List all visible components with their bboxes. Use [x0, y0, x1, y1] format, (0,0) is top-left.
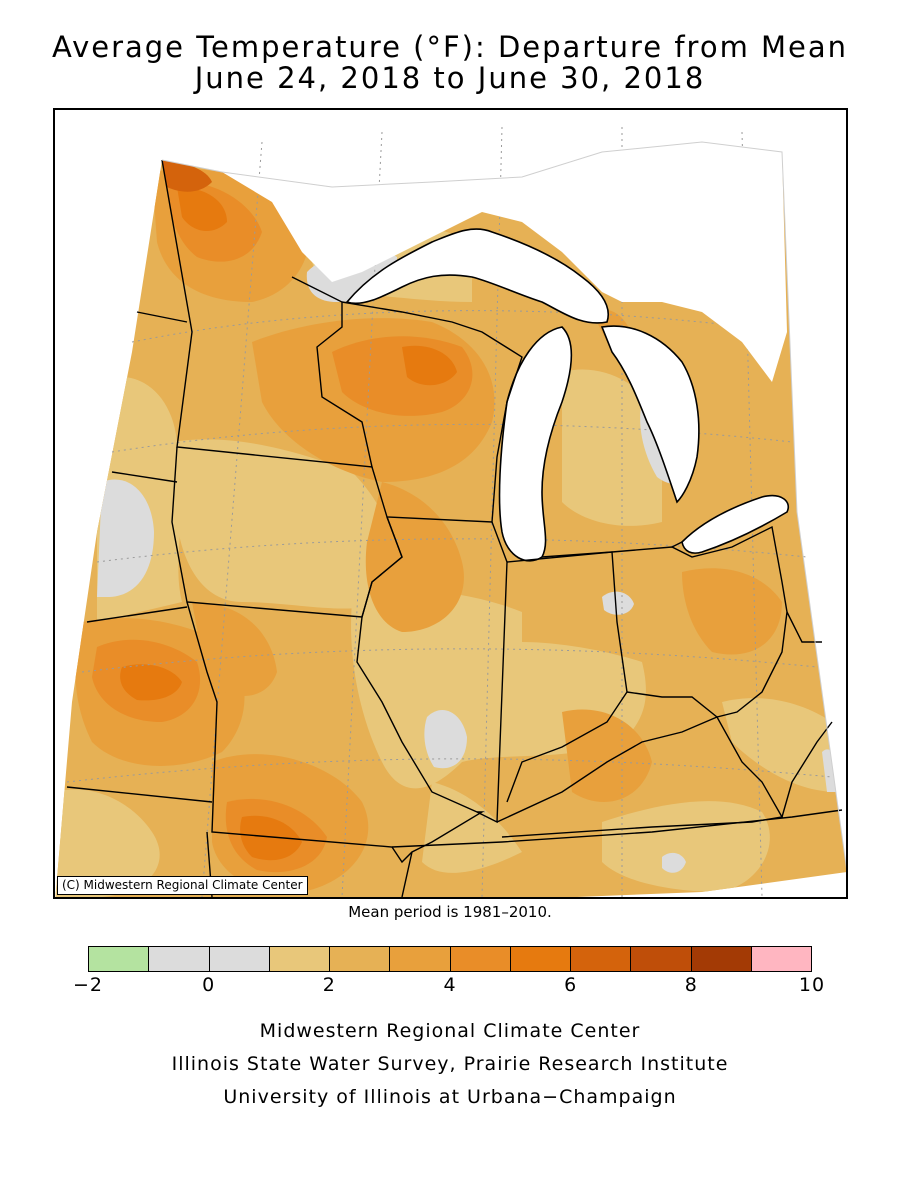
- legend-swatch: [89, 947, 149, 971]
- canada-land-mask: [222, 142, 787, 382]
- legend-tick-label: 4: [443, 974, 457, 996]
- border-indiana: [506, 551, 628, 803]
- border-plains: [66, 606, 213, 803]
- footer-org: Midwestern Regional Climate Center: [259, 1020, 641, 1042]
- legend-swatch: [268, 947, 329, 971]
- legend-swatch: [449, 947, 510, 971]
- border-minnesota: [161, 159, 373, 468]
- mean-period-note: Mean period is 1981–2010.: [348, 903, 552, 921]
- lake-huron: [600, 325, 700, 504]
- border-south: [391, 809, 843, 848]
- map-title: Average Temperature (°F): Departure from…: [51, 30, 849, 64]
- legend-swatch: [509, 947, 570, 971]
- border-michigan: [541, 541, 683, 558]
- anomaly-field-1-2: [422, 782, 522, 873]
- legend-swatch: [750, 947, 811, 971]
- legend-swatch: [630, 947, 691, 971]
- legend-swatch: [329, 947, 390, 971]
- region-outline: [161, 141, 846, 869]
- legend-swatch: [208, 947, 269, 971]
- legend-tick-label: 10: [798, 974, 826, 996]
- legend-tick-label: 2: [322, 974, 336, 996]
- anomaly-field-1-2: [562, 369, 662, 526]
- anomaly-field-1-2: [722, 698, 837, 792]
- anomaly-field-6-7: [162, 160, 212, 192]
- border-wisconsin: [341, 301, 523, 523]
- anomaly-field-5-6: [177, 187, 227, 232]
- lake-erie: [681, 494, 789, 554]
- state-boundaries: [66, 159, 843, 897]
- legend-tick-labels: −2 0 2 4 6 8 10: [0, 972, 900, 1002]
- border-missouri: [186, 601, 485, 864]
- copyright-label: (C) Midwestern Regional Climate Center: [57, 876, 308, 895]
- anomaly-field-near-normal: [97, 479, 154, 597]
- anomaly-field-3-4: [192, 602, 277, 696]
- lake-superior: [345, 228, 609, 324]
- temperature-anomaly-map: [55, 126, 846, 897]
- anomaly-field-5-6: [120, 664, 182, 701]
- color-legend: [88, 946, 812, 972]
- legend-swatch: [148, 947, 209, 971]
- anomaly-field-5-6: [402, 345, 457, 386]
- legend-tick-label: 0: [202, 974, 216, 996]
- map-date-range: June 24, 2018 to June 30, 2018: [194, 61, 706, 95]
- anomaly-field-5-6: [240, 815, 302, 861]
- anomaly-field-near-normal: [662, 852, 686, 873]
- anomaly-field-near-normal: [602, 591, 634, 615]
- anomaly-field-1-2: [55, 789, 160, 897]
- map-panel: (C) Midwestern Regional Climate Center: [53, 108, 848, 899]
- legend-tick-label: 8: [684, 974, 698, 996]
- border-dakotas: [111, 311, 188, 483]
- legend-tick-label: 6: [564, 974, 578, 996]
- border-ohio: [611, 525, 788, 718]
- anomaly-field-3-4: [682, 568, 782, 655]
- footer-university: University of Illinois at Urbana−Champai…: [223, 1086, 677, 1108]
- anomaly-field-1-2: [172, 439, 395, 609]
- legend-tick-label: −2: [72, 974, 104, 996]
- border-illinois: [356, 516, 508, 824]
- anomaly-field-3-4: [562, 709, 652, 802]
- legend-swatch: [690, 947, 751, 971]
- footer-survey: Illinois State Water Survey, Prairie Res…: [171, 1053, 729, 1075]
- lake-michigan: [498, 326, 573, 562]
- anomaly-field-near-normal: [424, 709, 467, 769]
- great-lakes: [345, 228, 789, 562]
- legend-swatch: [389, 947, 450, 971]
- legend-swatch: [570, 947, 631, 971]
